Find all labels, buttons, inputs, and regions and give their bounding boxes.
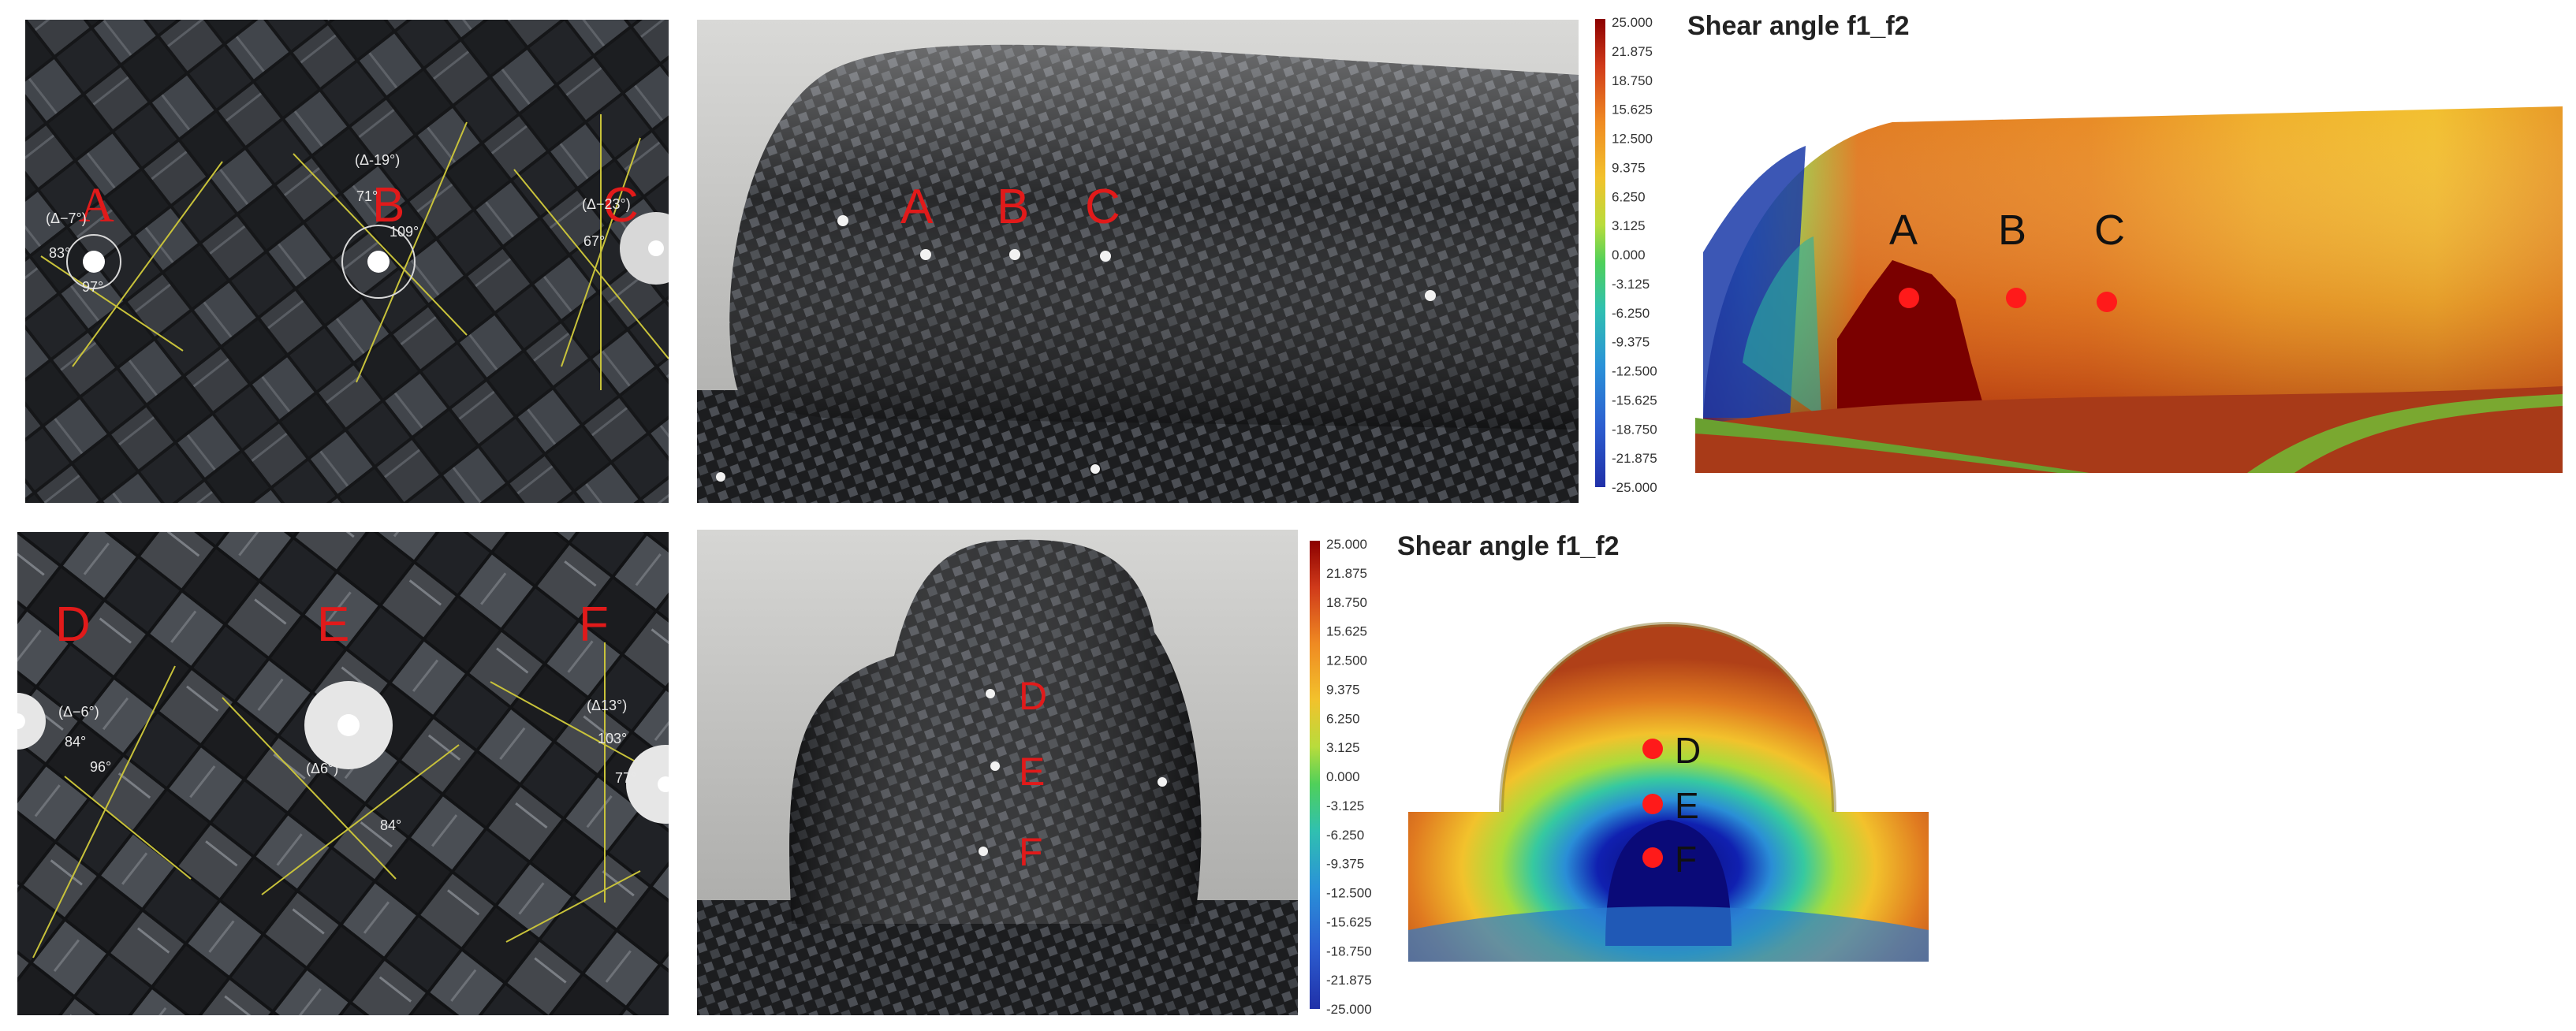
colorbar-tick-label: -6.250 [1326, 828, 1364, 843]
sim-label-b: B [1998, 207, 2026, 254]
colorbar-tick-label: 12.500 [1326, 653, 1367, 668]
colorbar-tick-label: -18.750 [1612, 422, 1657, 437]
colorbar-tick-label: 9.375 [1326, 682, 1360, 697]
colorbar-tick-label: -12.500 [1612, 364, 1657, 379]
simulation-top: A B C [1695, 102, 2563, 497]
colorbar-tick-label: -9.375 [1326, 857, 1364, 872]
colorbar-tick-label: 18.750 [1326, 595, 1367, 610]
colorbar-tick-label: 3.125 [1326, 740, 1360, 755]
colorbar-tick-label: 15.625 [1612, 102, 1653, 117]
sim-label-d: D [1675, 730, 1701, 771]
photo-label-f: F [1019, 830, 1043, 874]
angle-e-1: 84° [380, 817, 401, 833]
angle-b-2: 109° [390, 224, 419, 240]
colorbar-tick-label: 6.250 [1612, 189, 1646, 204]
angle-d-2: 96° [90, 759, 111, 775]
colorbar-title-top: Shear angle f1_f2 [1687, 11, 1910, 41]
angle-f-2: 77° [615, 770, 636, 786]
micrograph-bottom: D E F (Δ−6°) 84° 96° (Δ6°) 84° (Δ13°) 10… [17, 532, 669, 1015]
angle-a-delta: (Δ−7°) [46, 210, 87, 226]
photo-bottom-part: D E F [697, 530, 1298, 1015]
label-f: F [579, 597, 609, 652]
colorbar-tick-label: 25.000 [1612, 15, 1653, 30]
colorbar-tick-label: 3.125 [1612, 218, 1646, 233]
angle-f-1: 103° [598, 731, 627, 746]
angle-d-delta: (Δ−6°) [58, 704, 99, 720]
colorbar-tick-label: 9.375 [1612, 160, 1646, 175]
sim-label-c: C [2094, 207, 2125, 254]
colorbar-tick-label: 21.875 [1612, 44, 1653, 59]
colorbar-tick-label: -25.000 [1612, 480, 1657, 495]
colorbar-tick-label: 18.750 [1612, 73, 1653, 88]
colorbar-tick-label: -15.625 [1612, 393, 1657, 408]
colorbar-tick-label: -25.000 [1326, 1002, 1372, 1017]
colorbar-tick-label: -3.125 [1326, 798, 1364, 813]
photo-label-a: A [900, 180, 934, 234]
colorbar-tick-label: -3.125 [1612, 277, 1650, 292]
angle-b-delta: (Δ-19°) [355, 152, 400, 168]
angle-d-1: 84° [65, 734, 86, 750]
colorbar-bottom: 25.000 21.875 18.750 15.625 12.500 9.375 6.250… [1307, 536, 1410, 1017]
colorbar-tick-label: -18.750 [1326, 944, 1372, 958]
angle-b-1: 71° [356, 188, 378, 204]
sim-label-a: A [1889, 207, 1918, 254]
label-a: A [79, 179, 114, 233]
colorbar-tick-label: 15.625 [1326, 624, 1367, 639]
angle-a-1: 83° [49, 245, 70, 261]
photo-label-d: D [1019, 674, 1047, 718]
label-d: D [55, 597, 91, 652]
colorbar-tick-label: -21.875 [1612, 451, 1657, 466]
angle-f-delta: (Δ13°) [587, 698, 627, 713]
colorbar-title-bottom: Shear angle f1_f2 [1397, 531, 1620, 561]
colorbar-tick-label: 25.000 [1326, 537, 1367, 552]
angle-c-delta: (Δ−23°) [582, 196, 631, 212]
angle-a-2: 97° [82, 279, 103, 295]
micrograph-top: A B C (Δ−7°) 83° 97° (Δ-19°) 71° 109° (Δ… [25, 20, 669, 503]
colorbar-top: 25.000 21.875 18.750 15.625 12.500 9.375 6.250… [1593, 14, 1695, 495]
photo-top-part: A B C [697, 20, 1579, 503]
colorbar-tick-label: 0.000 [1326, 769, 1360, 784]
photo-label-e: E [1019, 750, 1045, 794]
colorbar-tick-label: 21.875 [1326, 566, 1367, 581]
sim-label-f: F [1675, 839, 1697, 880]
photo-label-b: B [997, 180, 1029, 234]
colorbar-tick-label: 6.250 [1326, 711, 1360, 726]
simulation-bottom: D E F [1408, 615, 1929, 970]
colorbar-tick-label: -9.375 [1612, 335, 1650, 350]
label-e: E [317, 597, 349, 652]
angle-e-delta: (Δ6°) [306, 761, 338, 776]
colorbar-tick-label: -6.250 [1612, 306, 1650, 321]
label-c: C [603, 178, 639, 233]
colorbar-tick-label: -12.500 [1326, 886, 1372, 901]
sim-label-e: E [1675, 785, 1699, 826]
colorbar-tick-label: 0.000 [1612, 248, 1646, 262]
colorbar-tick-label: -21.875 [1326, 973, 1372, 988]
label-b: B [372, 178, 404, 233]
colorbar-tick-label: -15.625 [1326, 914, 1372, 929]
angle-c-1: 67° [583, 233, 605, 249]
photo-label-c: C [1085, 180, 1120, 234]
colorbar-tick-label: 12.500 [1612, 132, 1653, 147]
